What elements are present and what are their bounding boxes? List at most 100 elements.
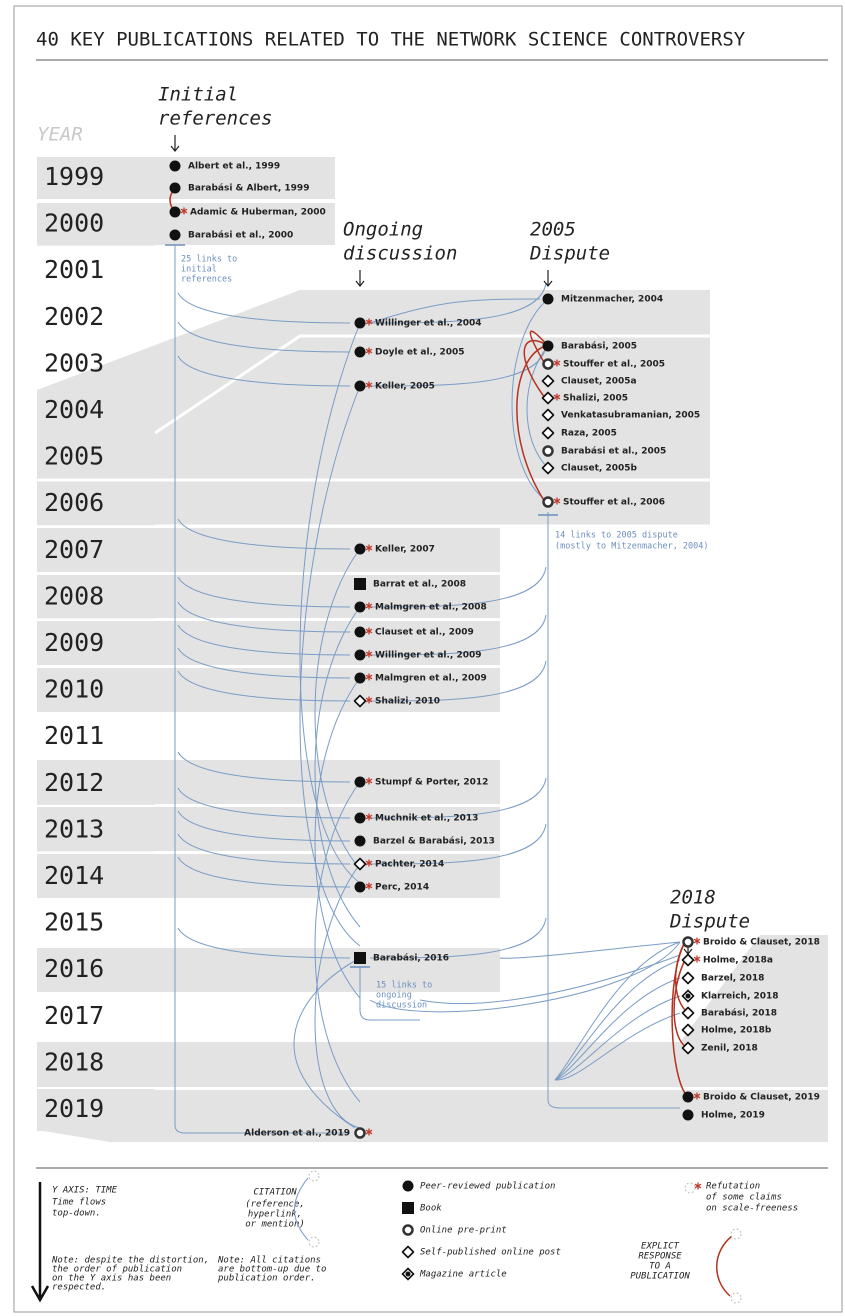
- annotation: discussion: [376, 1001, 427, 1011]
- year-label: 2000: [44, 209, 104, 238]
- node-label: Malmgren et al., 2009: [375, 674, 487, 684]
- year-label: 1999: [44, 162, 104, 191]
- refutation-stroke: [365, 628, 373, 634]
- response-sample: [716, 1235, 733, 1297]
- year-box: [37, 809, 155, 852]
- time-arrow: [30, 1182, 50, 1303]
- refutation-mark: [365, 650, 373, 658]
- legend-note: are bottom-up due to: [218, 1265, 326, 1275]
- refutation-stroke: [365, 814, 373, 820]
- year-box: [37, 390, 155, 432]
- refutation-stroke: [365, 603, 373, 609]
- legend-marker-label: Peer-reviewed publication: [420, 1182, 555, 1192]
- refutation-mark: [694, 1182, 702, 1190]
- heading-arrow: [170, 135, 180, 152]
- citation: [177, 647, 351, 679]
- citation: [177, 624, 351, 656]
- node-label: Klarreich, 2018: [701, 992, 779, 1002]
- refutation-stroke: [365, 883, 373, 889]
- refutation-mark: [693, 1092, 701, 1100]
- band: [37, 290, 710, 525]
- refutation-arc: [516, 345, 546, 503]
- citation: [293, 957, 361, 1129]
- annotation: 14 links to 2005 dispute: [555, 531, 678, 541]
- citation: [177, 751, 351, 783]
- section-heading: Dispute: [529, 243, 610, 265]
- preprint-marker: [542, 445, 554, 457]
- year-box: [37, 1042, 155, 1085]
- legend-response: RESPONSE: [638, 1252, 682, 1262]
- legend-refutation: on scale-freeness: [706, 1204, 798, 1214]
- citation: [547, 512, 680, 1109]
- citation: [419, 954, 681, 1005]
- node-label: Barzel, 2018: [701, 974, 764, 984]
- citation: [177, 518, 351, 550]
- citation: [299, 385, 361, 947]
- edges: [169, 187, 689, 1134]
- refutation-mark: [693, 955, 701, 963]
- refutation-stroke: [365, 382, 373, 388]
- year-label: 2013: [44, 814, 104, 843]
- node-label: Muchnik et al., 2013: [375, 814, 478, 824]
- legend-refutation: Refutation: [706, 1182, 760, 1192]
- legend-citation-text: hyperlink,: [248, 1210, 302, 1220]
- year-box: [37, 157, 155, 199]
- node-label: Mitzenmacher, 2004: [561, 295, 663, 305]
- citation: [314, 548, 361, 870]
- node-label: Clauset et al., 2009: [375, 628, 474, 638]
- node-label: Stumpf & Porter, 2012: [375, 778, 488, 788]
- year-label: 2006: [44, 488, 104, 517]
- node-label: Pachter, 2014: [375, 860, 444, 870]
- peer-marker: [682, 1091, 694, 1103]
- legend-response: TO A: [649, 1262, 671, 1272]
- node-label: Doyle et al., 2005: [375, 348, 465, 358]
- citation: [369, 660, 547, 702]
- refutation-stroke: [365, 651, 373, 657]
- book-marker: [354, 952, 366, 964]
- band: [37, 1090, 828, 1142]
- refutation-mark: [365, 602, 373, 610]
- legend-axis-text: top-down.: [52, 1209, 101, 1219]
- year-label: 2016: [44, 954, 104, 983]
- citation: [499, 941, 681, 959]
- legend-note: Note: All citations: [217, 1256, 321, 1266]
- refutation-stroke: [365, 1129, 373, 1135]
- year-label: 2004: [44, 395, 104, 424]
- node-label: Broido & Clauset, 2019: [703, 1093, 820, 1103]
- year-label: 2010: [44, 675, 104, 704]
- refutation-mark: [365, 1128, 373, 1136]
- node-label: Zenil, 2018: [701, 1044, 758, 1054]
- peer-marker: [542, 340, 554, 352]
- citation: [369, 345, 547, 387]
- year-box: [37, 203, 155, 246]
- refutation-stroke: [553, 498, 561, 504]
- citation: [554, 1012, 681, 1081]
- node-label: Venkatasubramanian, 2005: [561, 411, 700, 421]
- refutation-stroke: [553, 394, 561, 400]
- refutation-arc: [523, 340, 549, 399]
- peer-marker: [354, 649, 366, 661]
- node-label: Broido & Clauset, 2018: [703, 938, 820, 948]
- node-label: Adamic & Huberman, 2000: [190, 208, 326, 218]
- book-marker: [354, 578, 366, 590]
- refutation-stroke: [365, 778, 373, 784]
- peer-marker: [354, 346, 366, 358]
- section-heading: references: [158, 108, 272, 130]
- refutation-mark: [553, 359, 561, 367]
- selfpub-marker: [541, 374, 555, 388]
- band-divider: [154, 334, 710, 435]
- peer-marker: [169, 229, 181, 241]
- selfpub-marker: [353, 694, 367, 708]
- peer-marker: [354, 626, 366, 638]
- year-label: 2015: [44, 908, 104, 937]
- citation: [369, 823, 547, 865]
- citation: [369, 298, 541, 324]
- peer-marker: [402, 1180, 414, 1192]
- legend-axis-text: Time flows: [52, 1198, 106, 1208]
- node-label: Barabási & Albert, 1999: [188, 184, 309, 194]
- refutation-mark: [365, 696, 373, 704]
- section-heading: Dispute: [669, 911, 750, 933]
- citation: [526, 345, 549, 469]
- citation: [177, 576, 351, 608]
- peer-marker: [682, 1109, 694, 1121]
